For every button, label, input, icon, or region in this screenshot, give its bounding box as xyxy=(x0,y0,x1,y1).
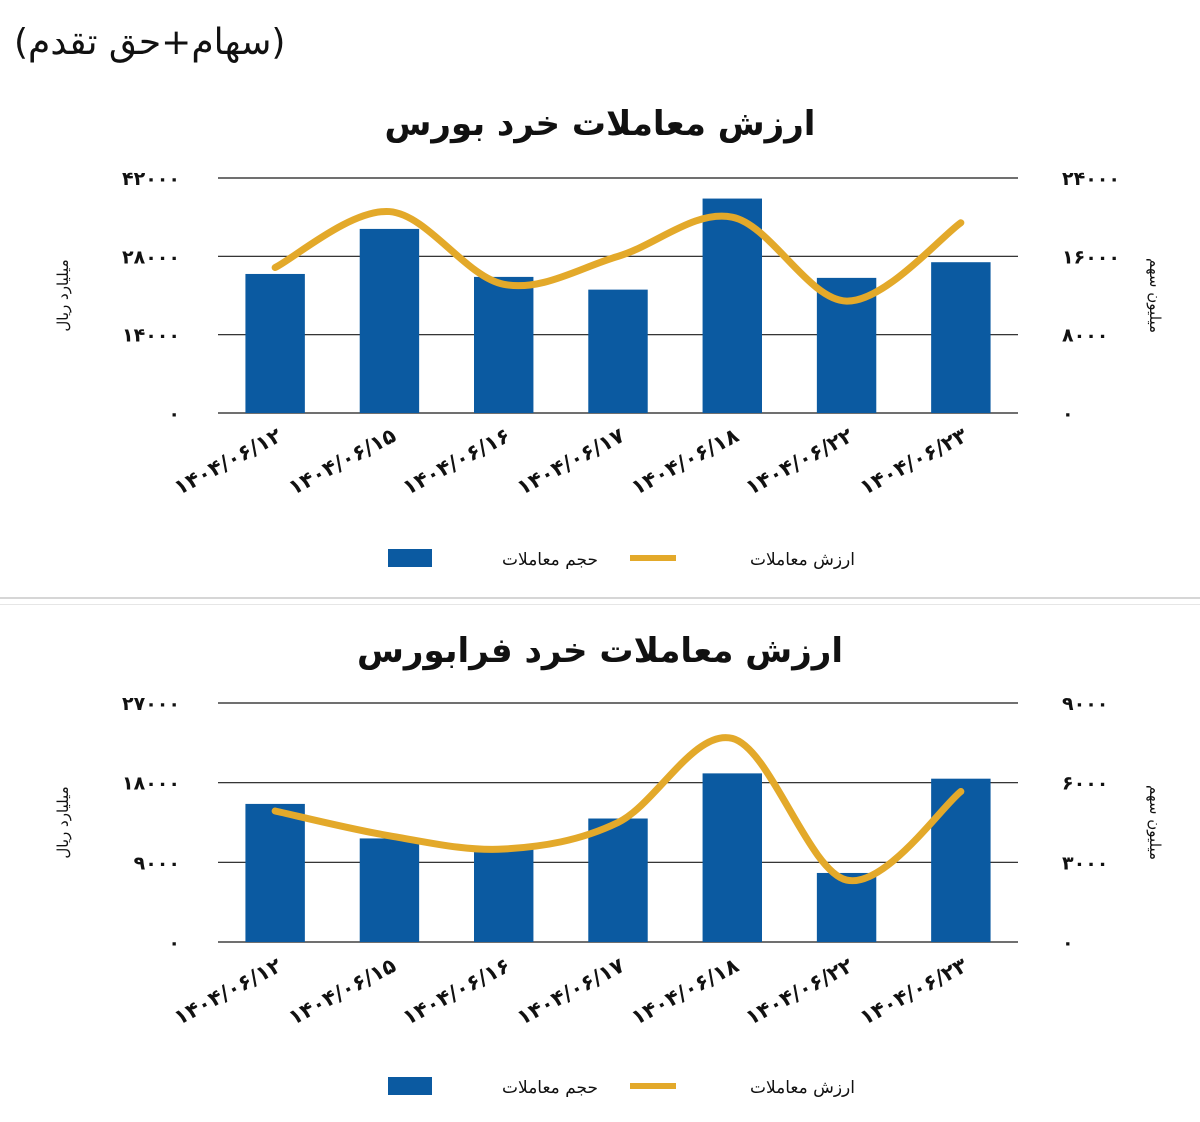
category-label: ۱۴۰۴/۰۶/۱۵ xyxy=(284,423,400,500)
bar xyxy=(702,773,762,942)
legend-line-label: ارزش معاملات xyxy=(750,550,855,570)
right-tick-label: ۰ xyxy=(1062,403,1074,425)
chart-title: ارزش معاملات خرد فرابورس xyxy=(357,631,843,671)
bar xyxy=(245,803,305,942)
category-label: ۱۴۰۴/۰۶/۲۳ xyxy=(856,423,972,500)
bourse-chart-svg: ارزش معاملات خرد بورس ۰ ۰ ۱۴۰۰۰ ۸۰۰۰ ۲۸۰۰۰ ۱۶۰… xyxy=(54,104,1164,570)
left-axis-title: میلیارد ریال xyxy=(54,259,72,331)
value-series-line xyxy=(271,208,965,305)
legend-bar-swatch xyxy=(388,549,432,567)
category-label: ۱۴۰۴/۰۶/۱۲ xyxy=(170,953,286,1030)
right-tick-label: ۰ xyxy=(1062,932,1074,954)
section-divider-thin xyxy=(0,604,1200,605)
category-label: ۱۴۰۴/۰۶/۱۶ xyxy=(399,423,514,500)
bar xyxy=(816,872,877,942)
legend-line-label: ارزش معاملات xyxy=(750,1078,855,1098)
right-axis-title: میلیون سهم xyxy=(1146,258,1164,333)
bar xyxy=(588,289,648,413)
page-header-label: (سهام+حق تقدم) xyxy=(14,22,286,63)
category-label: ۱۴۰۴/۰۶/۱۷ xyxy=(513,953,629,1030)
category-label: ۱۴۰۴/۰۶/۱۵ xyxy=(284,953,400,1030)
bar xyxy=(702,198,762,413)
left-tick-label: ۰ xyxy=(168,403,180,425)
right-tick-label: ۳۰۰۰ xyxy=(1062,852,1108,874)
left-tick-label: ۰ xyxy=(168,932,180,954)
legend-bar-label: حجم معاملات xyxy=(502,1078,598,1098)
farabourse-chart: ارزش معاملات خرد فرابورس ۰ ۰ ۹۰۰۰ ۳۰۰۰ ۱۸۰۰۰ ۶… xyxy=(0,610,1200,1122)
right-tick-label: ۱۶۰۰۰ xyxy=(1062,246,1120,268)
left-tick-label: ۲۷۰۰۰ xyxy=(122,693,180,715)
farabourse-chart-svg: ارزش معاملات خرد فرابورس ۰ ۰ ۹۰۰۰ ۳۰۰۰ ۱۸۰۰۰ ۶… xyxy=(54,631,1164,1098)
bar xyxy=(474,276,534,413)
category-label: ۱۴۰۴/۰۶/۱۶ xyxy=(399,953,514,1030)
left-tick-label: ۹۰۰۰ xyxy=(134,852,180,874)
value-series-line xyxy=(271,734,965,885)
bourse-chart: ارزش معاملات خرد بورس ۰ ۰ ۱۴۰۰۰ ۸۰۰۰ ۲۸۰۰۰ ۱۶۰… xyxy=(0,90,1200,595)
right-tick-label: ۶۰۰۰ xyxy=(1062,773,1108,795)
right-tick-label: ۹۰۰۰ xyxy=(1062,693,1108,715)
bar xyxy=(359,228,420,413)
legend-bar-label: حجم معاملات xyxy=(502,550,598,570)
category-label: ۱۴۰۴/۰۶/۲۲ xyxy=(742,953,858,1030)
right-tick-label: ۸۰۰۰ xyxy=(1062,325,1108,347)
left-axis-title: میلیارد ریال xyxy=(54,786,72,858)
bar xyxy=(359,838,420,942)
left-tick-label: ۲۸۰۰۰ xyxy=(122,246,180,268)
right-tick-label: ۲۴۰۰۰ xyxy=(1062,168,1120,190)
bar xyxy=(474,849,534,942)
legend-bar-swatch xyxy=(388,1077,432,1095)
category-label: ۱۴۰۴/۰۶/۲۲ xyxy=(742,423,858,500)
chart-title: ارزش معاملات خرد بورس xyxy=(385,104,816,144)
category-label: ۱۴۰۴/۰۶/۱۸ xyxy=(627,423,743,500)
section-divider xyxy=(0,597,1200,599)
left-tick-label: ۱۴۰۰۰ xyxy=(122,325,180,347)
category-label: ۱۴۰۴/۰۶/۱۸ xyxy=(627,953,743,1030)
right-axis-title: میلیون سهم xyxy=(1146,785,1164,860)
left-tick-label: ۴۲۰۰۰ xyxy=(122,168,180,190)
bar xyxy=(931,262,991,413)
left-tick-label: ۱۸۰۰۰ xyxy=(122,773,180,795)
bar xyxy=(588,818,648,942)
category-label: ۱۴۰۴/۰۶/۱۲ xyxy=(170,423,286,500)
bar xyxy=(931,778,991,942)
category-label: ۱۴۰۴/۰۶/۱۷ xyxy=(513,423,629,500)
bar xyxy=(245,273,305,413)
category-label: ۱۴۰۴/۰۶/۲۳ xyxy=(856,953,972,1030)
